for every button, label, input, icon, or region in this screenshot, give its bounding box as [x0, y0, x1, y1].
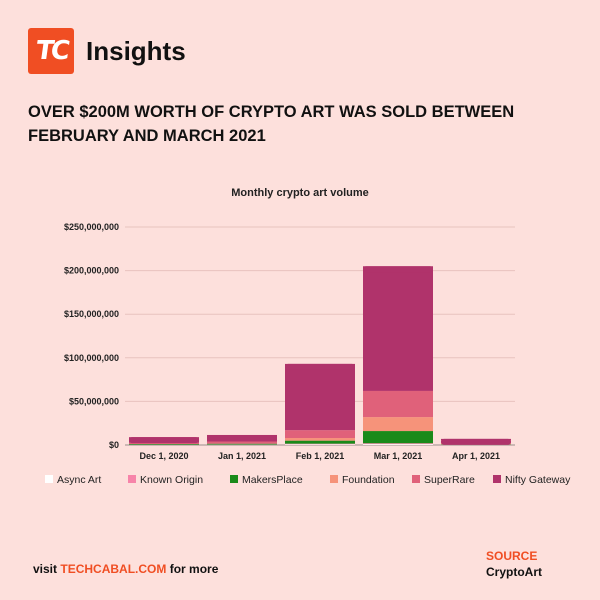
legend: Async Art Known Origin MakersPlace Foundati…: [45, 474, 571, 486]
legend-swatch: [330, 475, 338, 483]
legend-item: Foundation: [330, 474, 395, 486]
bar-segment-async-art: [363, 444, 433, 445]
y-tick-label: $150,000,000: [64, 309, 119, 319]
footer-prefix: visit: [33, 562, 61, 576]
y-tick-label: $50,000,000: [69, 396, 119, 406]
bar-segment-superrare: [129, 442, 199, 445]
legend-label: SuperRare: [424, 474, 475, 486]
techcabal-link[interactable]: TECHCABAL.COM: [60, 562, 167, 576]
bar-segment-nifty-gateway: [285, 363, 355, 431]
bar-segment-async-art: [285, 444, 355, 445]
legend-swatch: [45, 475, 53, 483]
y-axis-ticks: $0 $50,000,000 $100,000,000 $150,000,000 $20…: [64, 222, 119, 450]
y-tick-label: $200,000,000: [64, 266, 119, 276]
brand: TC Insights: [28, 28, 186, 74]
legend-label: Known Origin: [140, 474, 203, 486]
source-block: SOURCE CryptoArt: [486, 548, 542, 580]
techcabal-logo: TC: [28, 28, 74, 74]
bar-segment-nifty-gateway: [363, 266, 433, 391]
footer-cta: visit TECHCABAL.COM for more: [33, 562, 218, 576]
bar-top-cap: [363, 266, 433, 273]
legend-item: MakersPlace: [230, 474, 303, 486]
legend-label: MakersPlace: [242, 474, 303, 486]
legend-label: Async Art: [57, 474, 101, 486]
bar-top-cap: [285, 363, 355, 370]
legend-swatch: [230, 475, 238, 483]
bar-segment-superrare: [363, 390, 433, 418]
source-value: CryptoArt: [486, 565, 542, 579]
y-tick-label: $0: [109, 440, 119, 450]
bar-segment-makersplace: [363, 431, 433, 444]
x-tick-label: Apr 1, 2021: [452, 451, 500, 461]
logo-text: TC: [33, 36, 69, 66]
y-tick-label: $100,000,000: [64, 353, 119, 363]
x-axis-ticks: Dec 1, 2020 Jan 1, 2021 Feb 1, 2021 Mar 1, …: [139, 451, 500, 461]
source-label: SOURCE: [486, 549, 538, 563]
chart-title: Monthly crypto art volume: [231, 187, 369, 199]
stacked-bar-chart: Monthly crypto art volume $0$50,000,000$…: [45, 187, 571, 486]
headline: OVER $200M WORTH OF CRYPTO ART WAS SOLD …: [28, 103, 515, 145]
bar-top-cap: [207, 434, 277, 441]
bar-top-cap: [129, 437, 199, 444]
brand-name: Insights: [86, 35, 186, 66]
footer-suffix: for more: [166, 562, 219, 576]
x-tick-label: Dec 1, 2020: [139, 451, 188, 461]
x-tick-label: Jan 1, 2021: [218, 451, 266, 461]
legend-item: Nifty Gateway: [493, 474, 571, 486]
legend-label: Nifty Gateway: [505, 474, 571, 486]
legend-swatch: [493, 475, 501, 483]
bar-segment-makersplace: [129, 444, 199, 445]
bar-segment-makersplace: [285, 440, 355, 444]
legend-swatch: [128, 475, 136, 483]
legend-swatch: [412, 475, 420, 483]
legend-item: Known Origin: [128, 474, 203, 486]
bar-segment-foundation: [285, 438, 355, 441]
bar-segment-known-origin: [285, 443, 355, 445]
bar-segment-makersplace: [207, 443, 277, 445]
bar-segment-superrare: [285, 430, 355, 439]
bar-segment-known-origin: [363, 443, 433, 445]
bar-top-cap: [441, 438, 511, 445]
legend-label: Foundation: [342, 474, 395, 486]
y-tick-label: $250,000,000: [64, 222, 119, 232]
x-tick-label: Mar 1, 2021: [374, 451, 423, 461]
legend-item: SuperRare: [412, 474, 475, 486]
bar-segment-foundation: [363, 417, 433, 432]
x-tick-label: Feb 1, 2021: [296, 451, 345, 461]
bars: [129, 266, 511, 445]
bar-segment-superrare: [207, 441, 277, 444]
legend-item: Async Art: [45, 474, 101, 486]
